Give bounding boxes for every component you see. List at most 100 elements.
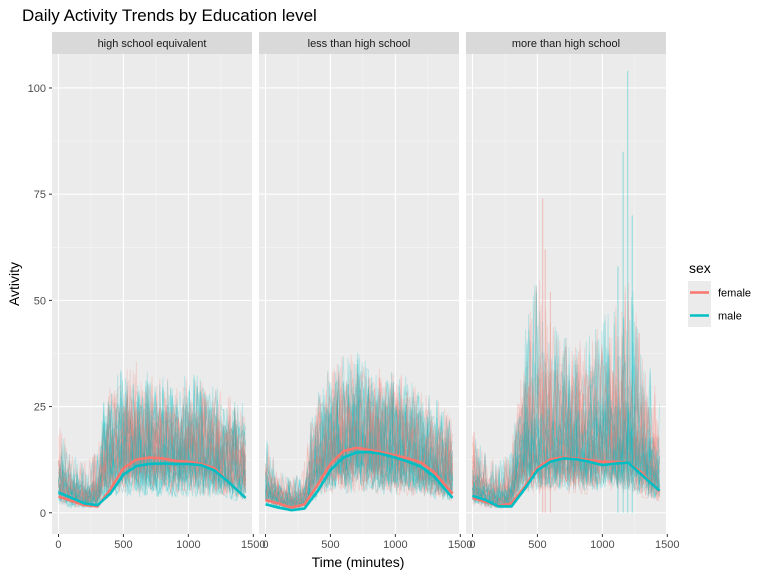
female-trace — [58, 369, 246, 501]
male-trace — [265, 363, 453, 509]
chart-title: Daily Activity Trends by Education level — [22, 6, 317, 25]
x-tick-label: 1500 — [241, 539, 265, 551]
y-axis-title: Avtivity — [6, 262, 22, 306]
male-trace — [265, 354, 453, 506]
y-tick-label: 50 — [34, 295, 46, 307]
female-smooth-line — [265, 446, 454, 510]
x-tick-label: 500 — [321, 539, 339, 551]
activity-traces — [472, 70, 660, 513]
female-trace — [265, 383, 453, 509]
male-trace — [58, 396, 246, 509]
x-tick-label: 1500 — [448, 539, 472, 551]
female-trace — [265, 381, 453, 510]
female-trace — [472, 316, 660, 504]
male-trace — [58, 390, 246, 502]
male-trace — [472, 313, 660, 507]
activity-traces — [265, 352, 453, 511]
male-trace — [58, 380, 246, 507]
female-trace — [265, 383, 453, 507]
x-tick-label: 1000 — [590, 539, 614, 551]
male-trace — [265, 376, 453, 508]
male-trace — [472, 326, 660, 505]
x-tick-label: 500 — [528, 539, 546, 551]
facet-strip — [52, 32, 252, 54]
female-trace — [472, 350, 660, 506]
female-trace — [472, 332, 660, 502]
legend-label: female — [718, 288, 751, 300]
female-trace — [265, 366, 453, 504]
male-trace — [58, 381, 246, 505]
male-trace — [265, 363, 453, 504]
male-trace — [58, 378, 246, 508]
male-trace — [58, 385, 246, 502]
facet-strip — [259, 32, 459, 54]
x-tick-label: 1000 — [176, 539, 200, 551]
male-trace — [472, 329, 660, 508]
y-tick-label: 100 — [28, 83, 46, 95]
male-trace — [265, 375, 453, 505]
male-trace — [472, 321, 660, 508]
facet-strip-label: high school equivalent — [98, 38, 207, 50]
male-trace — [472, 292, 660, 503]
legend-item-female: female — [688, 281, 751, 304]
x-tick-label: 1000 — [383, 539, 407, 551]
female-trace — [265, 361, 453, 507]
female-trace — [58, 378, 246, 507]
x-tick-label: 0 — [469, 539, 475, 551]
male-trace — [472, 316, 660, 505]
female-trace — [265, 374, 453, 510]
female-trace — [58, 396, 246, 503]
female-trace — [58, 382, 246, 506]
female-trace — [472, 286, 660, 506]
female-trace — [472, 311, 660, 508]
female-trace — [58, 389, 246, 504]
female-trace — [472, 283, 660, 506]
legend-item-male: male — [688, 304, 742, 327]
male-trace — [472, 326, 660, 505]
x-tick-label: 0 — [55, 539, 61, 551]
legend-label: male — [718, 311, 742, 323]
facet-strip — [466, 32, 666, 54]
panel-background — [52, 54, 252, 534]
female-trace — [58, 369, 246, 504]
female-trace — [265, 372, 453, 506]
male-trace — [472, 320, 660, 504]
male-trace — [265, 388, 453, 505]
male-trace — [265, 359, 453, 511]
legend-title: sex — [689, 260, 711, 276]
female-trace — [472, 360, 660, 500]
male-trace — [58, 405, 246, 509]
y-tick-label: 0 — [40, 508, 46, 520]
female-trace — [265, 384, 453, 508]
female-trace — [472, 353, 660, 503]
male-trace — [472, 326, 660, 502]
male-trace — [472, 339, 660, 502]
male-trace — [265, 370, 453, 508]
male-trace — [265, 358, 453, 509]
male-trace — [58, 382, 246, 509]
male-trace — [265, 384, 453, 508]
female-trace — [58, 395, 246, 501]
female-trace — [58, 380, 246, 504]
x-tick-label: 500 — [114, 539, 132, 551]
female-trace — [58, 361, 246, 508]
male-trace — [472, 356, 660, 508]
male-trace — [58, 379, 246, 507]
x-axis-title: Time (minutes) — [312, 554, 405, 570]
panel-background — [259, 54, 459, 534]
female-trace — [58, 376, 246, 505]
female-trace — [472, 300, 660, 504]
x-tick-label: 0 — [262, 539, 268, 551]
male-trace — [58, 380, 246, 506]
male-trace — [58, 369, 246, 502]
panel-background — [466, 54, 666, 534]
male-trace — [472, 284, 660, 505]
male-trace — [472, 323, 660, 506]
female-trace — [472, 325, 660, 507]
female-trace — [58, 385, 246, 503]
male-smooth-line — [472, 457, 661, 508]
female-trace — [265, 378, 453, 508]
male-trace — [58, 386, 246, 504]
